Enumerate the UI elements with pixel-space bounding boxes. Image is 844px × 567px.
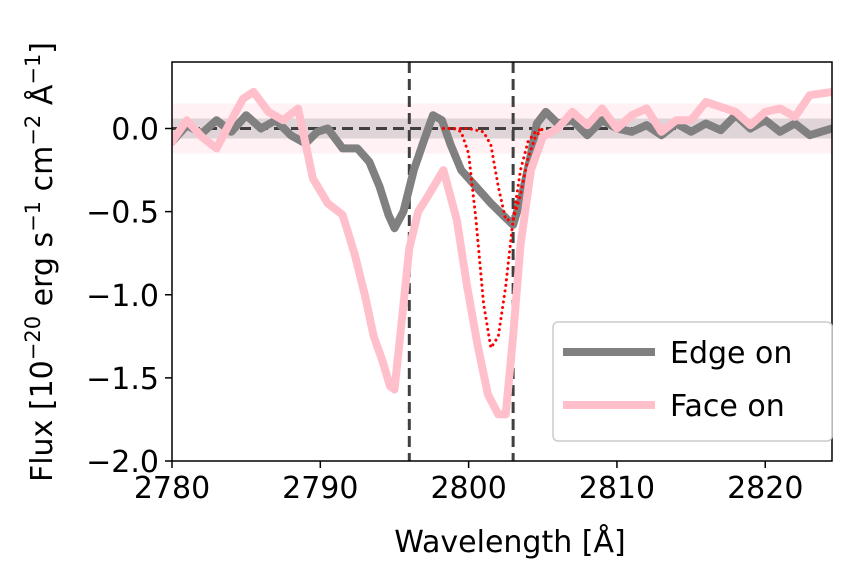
- series-lines: [172, 87, 832, 419]
- series-model-2: [441, 127, 545, 222]
- x-tick-label: 2800: [430, 471, 506, 506]
- series-model-1: [441, 127, 545, 350]
- legend-label-edge-on: Edge on: [670, 336, 792, 371]
- legend: Edge on Face on: [552, 321, 833, 442]
- y-tick-label: 0.0: [111, 113, 159, 148]
- x-axis-ticks: 2780 2790 2800 2810 2820: [134, 461, 803, 506]
- y-tick-label: −2.0: [86, 445, 159, 480]
- vertical-reference-lines: [407, 62, 515, 461]
- series-face-on: [172, 87, 832, 419]
- x-tick-label: 2820: [727, 471, 803, 506]
- x-tick-label: 2790: [282, 471, 358, 506]
- plot-frame: [171, 61, 833, 462]
- series-edge-on: [172, 107, 832, 233]
- x-tick-label: 2780: [134, 471, 210, 506]
- x-axis-label: Wavelength [Å]: [394, 524, 625, 560]
- x-tick-label: 2810: [579, 471, 655, 506]
- y-axis-ticks: −2.0 −1.5 −1.0 −0.5 0.0: [86, 113, 172, 480]
- y-axis-label: Flux [10−20 erg s−1 cm−2 Å−1]: [21, 42, 60, 482]
- y-tick-label: −1.5: [86, 362, 159, 397]
- y-tick-label: −0.5: [86, 196, 159, 231]
- legend-label-face-on: Face on: [670, 389, 785, 424]
- y-tick-label: −1.0: [86, 279, 159, 314]
